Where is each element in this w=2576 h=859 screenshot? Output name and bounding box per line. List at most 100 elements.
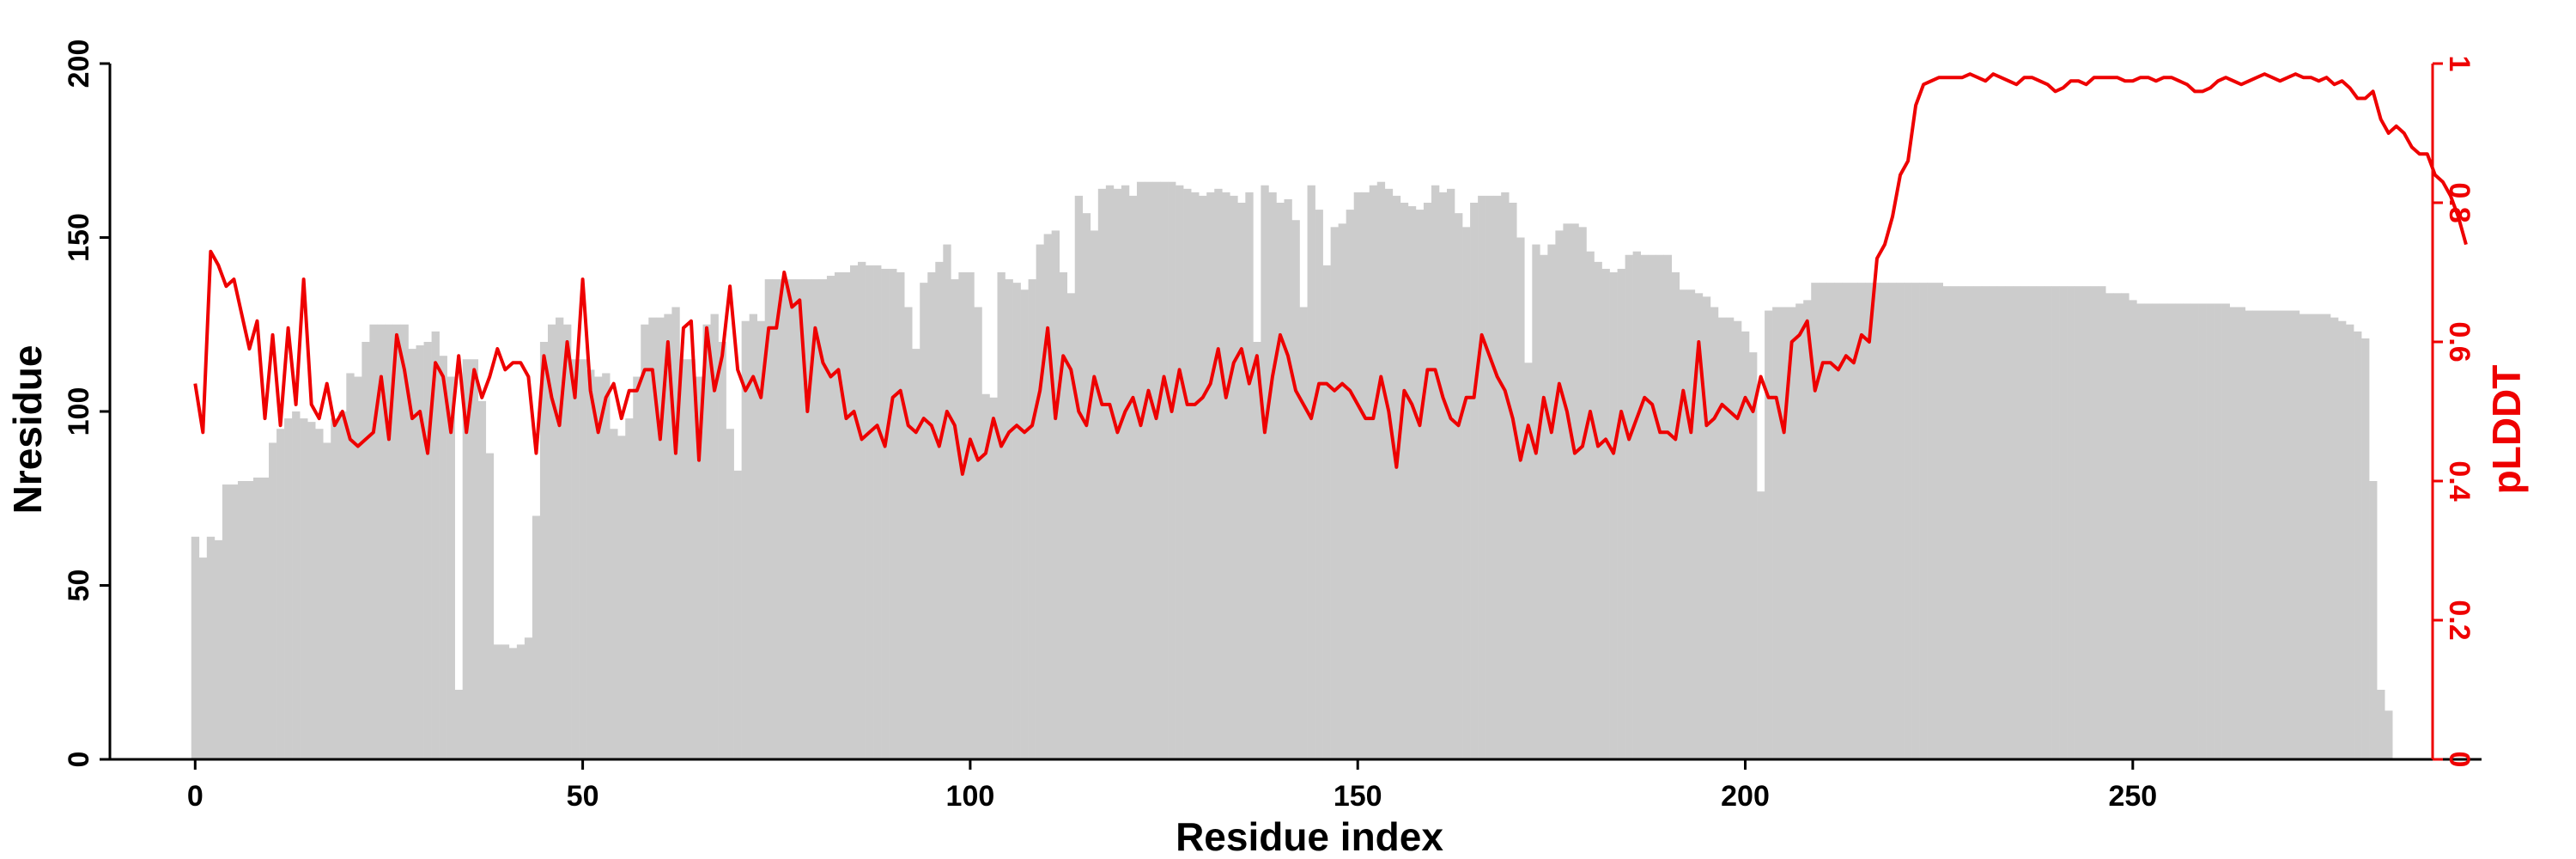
bar-residue-149 bbox=[1346, 210, 1354, 760]
bar-residue-145 bbox=[1315, 210, 1323, 760]
bar-residue-138 bbox=[1261, 185, 1269, 759]
y-left-tick-label: 100 bbox=[63, 387, 95, 436]
bar-residue-41 bbox=[508, 648, 518, 759]
bar-residue-76 bbox=[780, 279, 789, 760]
bar-residue-194 bbox=[1694, 293, 1704, 759]
bar-residue-278 bbox=[2346, 324, 2354, 759]
bar-residue-15 bbox=[307, 422, 316, 759]
bar-residue-126 bbox=[1168, 181, 1176, 759]
bar-residue-47 bbox=[556, 317, 564, 759]
bar-residue-73 bbox=[756, 320, 766, 759]
bar-residue-274 bbox=[2314, 314, 2324, 760]
bar-residue-133 bbox=[1222, 192, 1230, 760]
bar-residue-197 bbox=[1717, 317, 1727, 759]
bar-residue-217 bbox=[1873, 283, 1881, 759]
bar-residue-98 bbox=[951, 279, 959, 760]
bar-residue-6 bbox=[237, 481, 246, 759]
bar-residue-114 bbox=[1074, 195, 1084, 759]
bar-residue-204 bbox=[1772, 307, 1781, 759]
bar-residue-33 bbox=[447, 376, 455, 759]
bar-residue-254 bbox=[2160, 303, 2168, 759]
bar-residue-258 bbox=[2190, 303, 2199, 759]
bar-residue-42 bbox=[516, 644, 526, 759]
bar-residue-262 bbox=[2221, 303, 2230, 759]
bar-residue-208 bbox=[1803, 300, 1812, 759]
bar-residue-163 bbox=[1455, 213, 1463, 759]
bar-residue-101 bbox=[974, 307, 982, 759]
bar-residue-131 bbox=[1206, 192, 1215, 760]
bar-residue-174 bbox=[1540, 254, 1548, 759]
bar-residue-270 bbox=[2283, 310, 2293, 759]
bar-residue-119 bbox=[1113, 188, 1122, 760]
bar-residue-43 bbox=[524, 637, 533, 759]
bar-residue-154 bbox=[1384, 188, 1394, 760]
bar-residue-253 bbox=[2152, 303, 2160, 759]
x-tick-label: 100 bbox=[946, 780, 995, 813]
bar-residue-75 bbox=[772, 279, 781, 760]
bar-residue-218 bbox=[1880, 283, 1889, 759]
y-right-tick-label: 0.8 bbox=[2443, 182, 2476, 222]
bar-residue-108 bbox=[1028, 279, 1036, 760]
bar-residue-49 bbox=[571, 359, 580, 759]
bar-residue-7 bbox=[245, 481, 254, 759]
bar-residue-186 bbox=[1632, 251, 1641, 759]
bar-residue-161 bbox=[1438, 192, 1448, 760]
bar-residue-88 bbox=[873, 265, 882, 759]
bar-residue-66 bbox=[702, 324, 711, 759]
bar-residue-213 bbox=[1842, 283, 1850, 759]
bar-residue-181 bbox=[1594, 261, 1602, 760]
bar-residue-40 bbox=[501, 644, 510, 759]
bar-residue-84 bbox=[841, 272, 851, 759]
bar-residue-61 bbox=[664, 314, 672, 760]
bar-residue-268 bbox=[2268, 310, 2277, 759]
bar-residue-11 bbox=[276, 429, 285, 759]
bar-residue-182 bbox=[1601, 268, 1610, 759]
bar-residue-94 bbox=[920, 283, 928, 759]
bar-residue-86 bbox=[858, 261, 866, 760]
bar-residue-166 bbox=[1478, 195, 1486, 759]
bar-residue-272 bbox=[2299, 314, 2308, 760]
bar-residue-121 bbox=[1128, 195, 1138, 759]
x-tick-label: 250 bbox=[2108, 780, 2157, 813]
bar-residue-58 bbox=[641, 324, 649, 759]
bar-residue-162 bbox=[1447, 188, 1455, 760]
bar-residue-28 bbox=[408, 349, 416, 759]
bar-residue-226 bbox=[1942, 286, 1952, 759]
bar-residue-136 bbox=[1245, 192, 1254, 760]
bar-residue-283 bbox=[2385, 710, 2393, 759]
bar-residue-128 bbox=[1183, 188, 1192, 760]
bar-residue-70 bbox=[733, 470, 742, 759]
bar-residue-123 bbox=[1144, 181, 1153, 759]
bar-residue-173 bbox=[1532, 244, 1540, 760]
bar-residue-54 bbox=[610, 429, 618, 759]
bar-residue-233 bbox=[1996, 286, 2006, 759]
bar-residue-273 bbox=[2306, 314, 2316, 760]
bar-residue-135 bbox=[1237, 203, 1246, 759]
bar-residue-74 bbox=[764, 279, 774, 760]
bar-residue-124 bbox=[1152, 181, 1161, 759]
bar-residue-157 bbox=[1407, 206, 1417, 760]
bar-residue-202 bbox=[1757, 491, 1765, 759]
bar-residue-203 bbox=[1765, 310, 1773, 759]
bar-residue-103 bbox=[989, 397, 998, 759]
x-tick-label: 150 bbox=[1334, 780, 1382, 813]
bar-residue-252 bbox=[2144, 303, 2153, 759]
bar-residue-77 bbox=[787, 279, 797, 760]
bar-residue-263 bbox=[2229, 307, 2238, 759]
bar-residue-60 bbox=[656, 317, 665, 759]
bar-residue-89 bbox=[881, 268, 890, 759]
bar-residue-176 bbox=[1555, 230, 1564, 759]
bar-residue-112 bbox=[1059, 272, 1068, 759]
bar-residue-29 bbox=[416, 345, 424, 759]
bar-residue-175 bbox=[1547, 244, 1556, 760]
bar-residue-78 bbox=[795, 279, 805, 760]
bar-residue-245 bbox=[2090, 286, 2099, 759]
bar-residue-105 bbox=[1005, 279, 1013, 760]
bar-residue-134 bbox=[1230, 195, 1238, 759]
ticks-group: 0 50 100 150 200 250 0 50 100 150 200 0 0.2 0.4 0.6 0.8… bbox=[63, 40, 2476, 813]
y-left-axis-title: Nresidue bbox=[5, 345, 50, 515]
bar-residue-229 bbox=[1965, 286, 1975, 759]
bar-residue-222 bbox=[1911, 283, 1920, 759]
bar-residue-190 bbox=[1663, 254, 1673, 759]
bar-residue-172 bbox=[1524, 362, 1533, 759]
